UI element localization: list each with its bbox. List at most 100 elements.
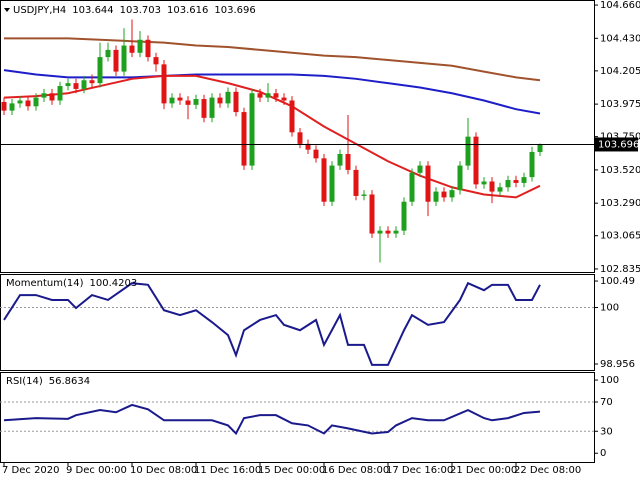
candle-body (177, 97, 183, 101)
indicator-line (4, 37, 541, 82)
ohlc-high: 103.703 (120, 5, 161, 16)
candle-body (257, 93, 263, 98)
x-tick-label: 16 Dec 08:00 (322, 465, 389, 476)
last-price-box (594, 137, 638, 152)
x-tick-label: 7 Dec 2020 (2, 465, 60, 476)
candle-body (393, 230, 399, 234)
x-tick-label: 11 Dec 16:00 (194, 465, 261, 476)
candle-body (209, 97, 215, 118)
y-tick-label: 104.660 (600, 0, 640, 11)
candle-body (505, 180, 511, 188)
candle-body (265, 93, 271, 98)
y-tick-label: 103.065 (600, 231, 640, 242)
candle-body (217, 97, 223, 104)
candle-body (385, 230, 391, 234)
candle-body (49, 93, 55, 101)
candle-body (281, 97, 287, 101)
indicator-line (3, 403, 541, 436)
indicator-line (3, 281, 541, 366)
candle-body (321, 158, 327, 202)
candle-body (465, 136, 471, 166)
candle-body (433, 191, 439, 202)
y-tick-label: 100.49 (600, 276, 635, 287)
dropdown-icon (4, 8, 10, 12)
ohlc-low: 103.616 (167, 5, 208, 16)
candle-body (273, 93, 279, 98)
candle-body (185, 100, 191, 105)
candle-body (457, 165, 463, 191)
y-tick-label: 103.750 (600, 132, 640, 143)
y-tick-label: 103.520 (600, 165, 640, 176)
candle-body (241, 112, 247, 166)
x-tick-label: 10 Dec 08:00 (130, 465, 197, 476)
candle-body (81, 80, 87, 89)
candle-body (521, 177, 527, 183)
candle-body (529, 151, 535, 178)
candle-body (417, 165, 423, 173)
y-tick-label: 0 (600, 448, 606, 459)
y-tick-label: 100 (600, 303, 619, 314)
candle-body (73, 83, 79, 89)
candle-body (41, 93, 47, 98)
y-tick-label: 70 (600, 397, 613, 408)
candle-body (369, 194, 375, 234)
indicator-line (3, 69, 541, 115)
candle-body (225, 91, 231, 104)
candle-body (537, 144, 543, 152)
y-tick-label: 102.835 (600, 264, 640, 275)
y-tick-label: 98.956 (600, 359, 635, 370)
symbol-title: USDJPY,H4 (13, 5, 66, 16)
candle-body (169, 97, 175, 104)
candle-body (113, 49, 119, 72)
x-tick-label: 22 Dec 08:00 (514, 465, 581, 476)
indicator-title: RSI(14) (6, 376, 43, 387)
indicator-value: 100.4203 (90, 278, 138, 289)
candle-body (353, 169, 359, 196)
candle-body (401, 201, 407, 231)
candle-body (313, 149, 319, 159)
candle-body (193, 99, 199, 105)
candle-body (249, 93, 255, 166)
chart-header: USDJPY,H4 103.644 103.703 103.616 103.696 (13, 5, 256, 16)
indicator-header: RSI(14) 56.8634 (6, 376, 90, 387)
panel-frame (0, 274, 595, 371)
ohlc-close: 103.696 (214, 5, 255, 16)
candle-body (337, 154, 343, 166)
candle-body (513, 180, 519, 183)
candle-body (289, 100, 295, 133)
candle-body (473, 136, 479, 185)
candle-body (233, 91, 239, 113)
candle-body (497, 187, 503, 192)
indicator-title: Momentum(14) (6, 278, 84, 289)
candle-body (121, 45, 127, 72)
y-tick-label: 104.430 (600, 33, 640, 44)
indicator-header: Momentum(14) 100.4203 (6, 278, 137, 289)
x-tick-label: 21 Dec 00:00 (450, 465, 517, 476)
x-tick-label: 9 Dec 00:00 (66, 465, 127, 476)
y-tick-label: 103.290 (600, 198, 640, 209)
candle-body (145, 39, 151, 58)
candle-body (201, 99, 207, 118)
candle-body (65, 83, 71, 87)
candle-body (329, 165, 335, 202)
candle-body (489, 181, 495, 192)
candle-body (345, 154, 351, 170)
candle-body (105, 49, 111, 58)
y-tick-label: 104.205 (600, 66, 640, 77)
x-tick-label: 15 Dec 00:00 (258, 465, 325, 476)
y-tick-label: 103.975 (600, 99, 640, 110)
candle-body (297, 132, 303, 144)
y-tick-label: 100 (600, 375, 619, 386)
candle-body (161, 64, 167, 104)
candle-body (409, 172, 415, 202)
x-tick-label: 17 Dec 16:00 (386, 465, 453, 476)
candle-body (89, 80, 95, 84)
candle-body (481, 181, 487, 185)
candle-body (449, 190, 455, 198)
candle-body (129, 45, 135, 53)
candle-body (1, 101, 7, 111)
indicator-value: 56.8634 (49, 376, 90, 387)
candle-body (153, 57, 159, 65)
candle-body (377, 230, 383, 234)
